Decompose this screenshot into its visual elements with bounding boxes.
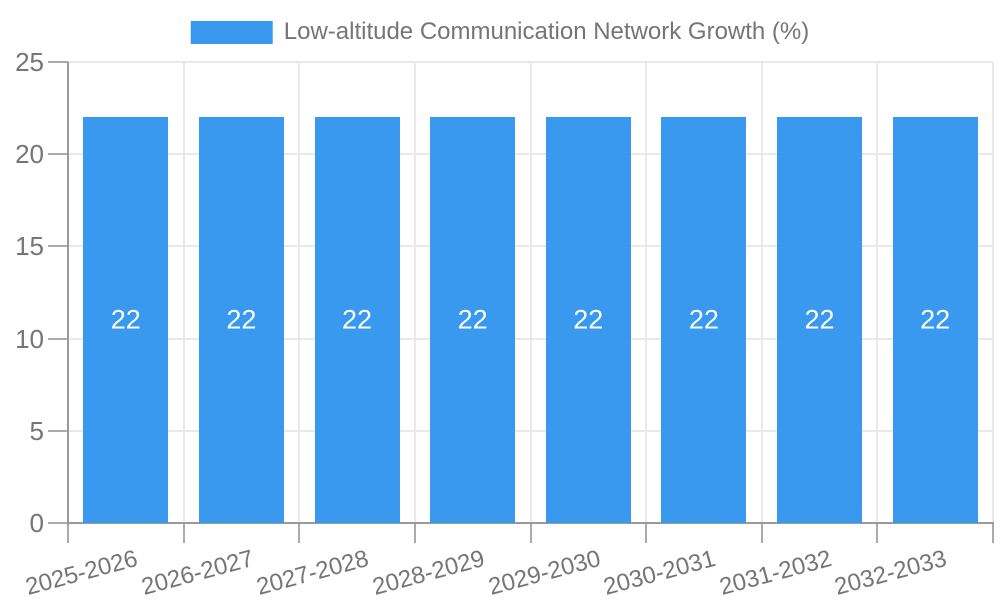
- bar-value-label: 22: [688, 304, 719, 335]
- bar-value-label: 22: [226, 304, 257, 335]
- y-tick-mark: [48, 61, 68, 63]
- v-gridline: [182, 62, 185, 523]
- bar-value-label: 22: [110, 304, 141, 335]
- bar: [545, 117, 631, 523]
- v-gridline: [760, 62, 763, 523]
- x-tick-mark: [67, 523, 69, 543]
- x-axis-line: [67, 522, 994, 524]
- legend-item[interactable]: Low-altitude Communication Network Growt…: [190, 17, 810, 47]
- legend-swatch: [190, 20, 273, 44]
- v-gridline: [529, 62, 532, 523]
- y-tick-label: 0: [29, 508, 44, 538]
- x-tick-label: 2030-2031: [600, 545, 719, 600]
- y-tick-mark: [48, 522, 68, 524]
- x-tick-mark: [298, 523, 301, 543]
- bar: [198, 117, 284, 523]
- bar: [314, 117, 400, 523]
- x-tick-label: 2031-2032: [716, 545, 835, 600]
- y-tick-label: 5: [29, 415, 44, 446]
- x-tick-mark: [645, 523, 648, 543]
- bar: [777, 117, 863, 523]
- x-tick-mark: [760, 523, 763, 543]
- v-gridline: [992, 62, 994, 523]
- y-axis-line: [67, 62, 69, 525]
- x-tick-label: 2025-2026: [22, 545, 141, 600]
- bar: [661, 117, 747, 523]
- x-tick-mark: [876, 523, 879, 543]
- x-tick-label: 2026-2027: [138, 545, 257, 600]
- bar-value-label: 22: [573, 304, 604, 335]
- y-tick-mark: [48, 337, 68, 340]
- y-tick-label: 25: [15, 47, 44, 77]
- x-tick-label: 2029-2030: [485, 545, 604, 600]
- v-gridline: [298, 62, 301, 523]
- bar: [892, 117, 978, 523]
- bar-value-label: 22: [457, 304, 488, 335]
- v-gridline: [645, 62, 648, 523]
- y-tick-mark: [48, 245, 68, 248]
- x-tick-label: 2032-2033: [832, 545, 950, 600]
- x-tick-mark: [529, 523, 532, 543]
- v-gridline: [876, 62, 879, 523]
- bar: [430, 117, 516, 523]
- y-tick-label: 10: [15, 323, 44, 354]
- x-tick-mark: [992, 523, 994, 543]
- bar-value-label: 22: [804, 304, 835, 335]
- y-tick-label: 15: [15, 231, 44, 262]
- x-tick-label: 2027-2028: [253, 545, 372, 600]
- y-tick-label: 20: [15, 139, 44, 170]
- v-gridline: [413, 62, 416, 523]
- x-tick-label: 2028-2029: [369, 545, 488, 600]
- x-tick-mark: [413, 523, 416, 543]
- legend-label: Low-altitude Communication Network Growt…: [283, 18, 810, 45]
- bar-value-label: 22: [920, 304, 951, 335]
- y-tick-mark: [48, 429, 68, 432]
- bar-value-label: 22: [342, 304, 373, 335]
- bar: [83, 117, 169, 523]
- x-tick-mark: [182, 523, 185, 543]
- y-tick-mark: [48, 153, 68, 156]
